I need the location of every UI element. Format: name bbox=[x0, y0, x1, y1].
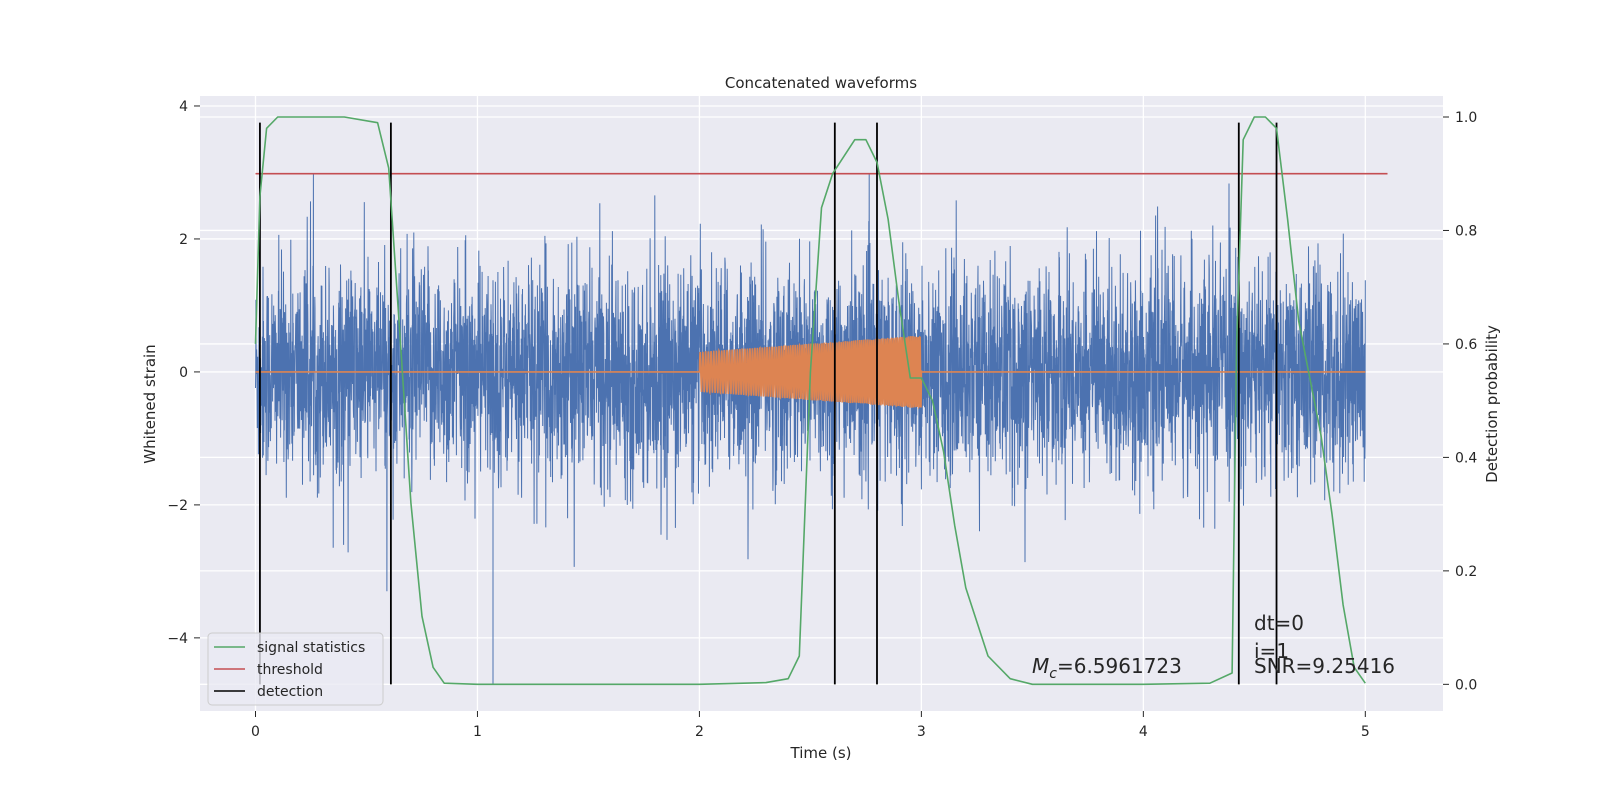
legend-label-detection: detection bbox=[257, 684, 323, 700]
chirp-mass-symbol: M bbox=[1032, 654, 1049, 678]
y-axis-label: Whitened strain bbox=[141, 344, 159, 463]
y-tick-label-4: −4 bbox=[167, 631, 188, 647]
x-tick-label-3: 3 bbox=[917, 724, 926, 740]
y2-tick-label-1: 0.8 bbox=[1455, 223, 1477, 239]
chirp-mass-annotation: Mc=6.5961723 bbox=[1032, 654, 1182, 682]
axes: 0 1 2 3 4 5 4 2 0 −2 −4 1.0 0.8 0.6 0.4 0.2 0.0 bbox=[167, 99, 1477, 740]
legend: signal statistics threshold detection bbox=[207, 632, 384, 706]
y-tick-label-2: 0 bbox=[179, 365, 188, 381]
y2-axis-label: Detection probability bbox=[1483, 325, 1501, 483]
x-tick-label-0: 0 bbox=[251, 724, 260, 740]
chirp-mass-subscript: c bbox=[1049, 666, 1057, 682]
legend-label-threshold: threshold bbox=[257, 662, 323, 678]
y2-tick-label-4: 0.2 bbox=[1455, 564, 1477, 580]
x-tick-label-1: 1 bbox=[473, 724, 482, 740]
y2-tick-label-0: 1.0 bbox=[1455, 110, 1477, 126]
x-tick-label-2: 2 bbox=[695, 724, 704, 740]
y2-tick-label-2: 0.6 bbox=[1455, 337, 1477, 353]
chart-title: Concatenated waveforms bbox=[725, 74, 917, 92]
y-tick-label-1: 2 bbox=[179, 232, 188, 248]
x-tick-label-4: 4 bbox=[1139, 724, 1148, 740]
chirp-mass-value: =6.5961723 bbox=[1057, 654, 1182, 678]
signal-statistics-line bbox=[254, 116, 1366, 686]
y-tick-label-0: 4 bbox=[179, 99, 188, 115]
y2-tick-label-5: 0.0 bbox=[1455, 677, 1477, 693]
y-tick-label-3: −2 bbox=[167, 498, 188, 514]
snr-annotation: SNR=9.25416 bbox=[1254, 654, 1395, 678]
dt-annotation: dt=0 bbox=[1254, 611, 1304, 635]
legend-label-signal-statistics: signal statistics bbox=[257, 640, 365, 656]
y2-tick-label-3: 0.4 bbox=[1455, 450, 1477, 466]
plot-area bbox=[254, 116, 1388, 686]
svg-text:Mc=6.5961723: Mc=6.5961723 bbox=[1032, 654, 1182, 682]
index-annotation: i=1 bbox=[1254, 639, 1289, 663]
legend-box bbox=[207, 632, 384, 706]
x-tick-label-5: 5 bbox=[1361, 724, 1370, 740]
x-axis-label: Time (s) bbox=[790, 744, 852, 762]
